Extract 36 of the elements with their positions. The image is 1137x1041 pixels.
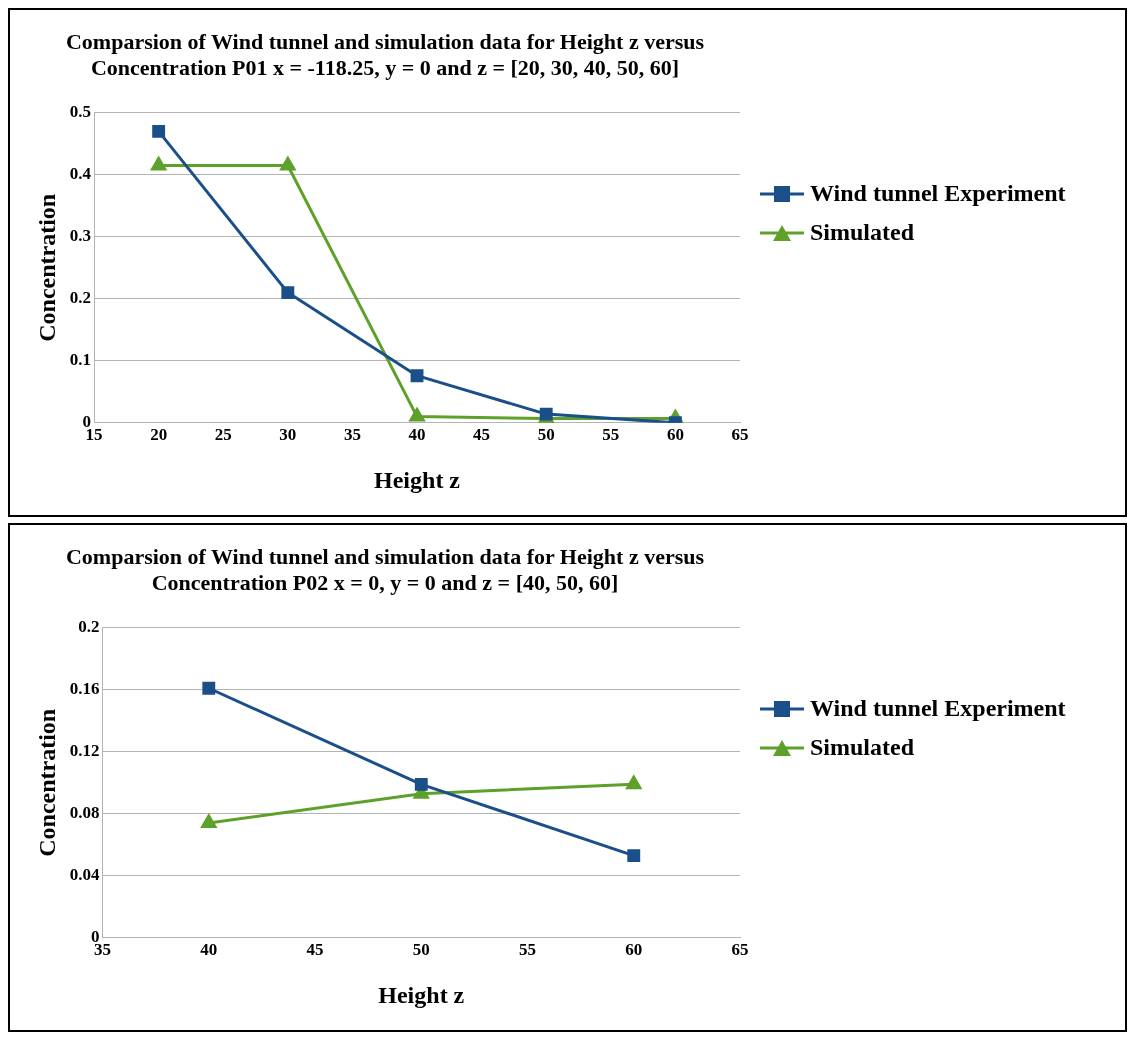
x-tick-label: 40 — [200, 940, 218, 960]
x-tick-label: 25 — [214, 425, 232, 445]
y-tick-label: 0.2 — [69, 288, 92, 308]
legend-label: Simulated — [810, 219, 915, 246]
y-tick-label: 0.1 — [69, 350, 92, 370]
y-tick-label: 0.3 — [69, 226, 92, 246]
y-axis-title: Concentration — [33, 193, 60, 342]
y-tick-label: 0.04 — [69, 865, 101, 885]
y-tick-label: 0.08 — [69, 803, 100, 823]
x-tick-label: 55 — [602, 425, 620, 445]
x-axis-title: Height z — [378, 981, 465, 1008]
x-tick-label: 55 — [519, 940, 537, 960]
y-tick-label: 0.2 — [78, 617, 100, 637]
x-tick-label: 60 — [666, 425, 684, 445]
x-tick-label: 50 — [412, 940, 430, 960]
x-tick-label: 40 — [408, 425, 426, 445]
chart-title: Comparsion of Wind tunnel and simulation data for Height z versus Concentration P01 x = -118.25, y = 0 and z = [20, 30, 40, 50, 60] — [65, 28, 705, 81]
y-tick-label: 0.16 — [69, 679, 100, 699]
legend-label: Wind tunnel Experiment — [810, 180, 1066, 207]
x-tick-label: 20 — [150, 425, 168, 445]
chart-title: Comparsion of Wind tunnel and simulation data for Height z versus Concentration P02 x = 0, y = 0 and z = [40, 50, 60] — [65, 543, 705, 596]
x-tick-label: 65 — [731, 425, 749, 445]
y-axis-title: Concentration — [33, 708, 60, 857]
x-tick-label: 35 — [343, 425, 361, 445]
x-tick-label: 45 — [473, 425, 491, 445]
y-tick-label: 0.4 — [69, 164, 92, 184]
x-tick-label: 45 — [306, 940, 324, 960]
x-tick-label: 50 — [537, 425, 555, 445]
x-axis-title: Height z — [374, 466, 461, 493]
y-tick-label: 0.12 — [69, 741, 100, 761]
x-tick-label: 60 — [625, 940, 643, 960]
legend-label: Wind tunnel Experiment — [810, 695, 1066, 722]
x-tick-label: 30 — [279, 425, 297, 445]
x-tick-label: 65 — [731, 940, 749, 960]
legend-label: Simulated — [810, 734, 915, 761]
y-tick-label: 0.5 — [69, 102, 92, 122]
